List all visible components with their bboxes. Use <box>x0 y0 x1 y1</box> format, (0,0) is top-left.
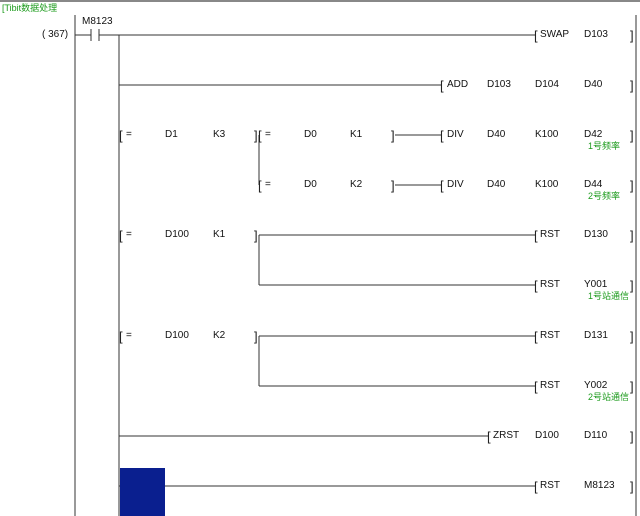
compare-op[interactable]: = <box>126 229 132 240</box>
device-comment: 1号频率 <box>588 141 621 151</box>
bracket: ] <box>630 429 634 444</box>
operand[interactable]: D44 <box>584 179 603 190</box>
instruction[interactable]: RST <box>540 480 560 491</box>
bracket: [ <box>534 329 538 344</box>
bracket: [ <box>258 178 262 193</box>
instruction[interactable]: RST <box>540 279 560 290</box>
bracket: ] <box>630 128 634 143</box>
bracket: ] <box>630 329 634 344</box>
bracket: ] <box>254 128 258 143</box>
operand[interactable]: K100 <box>535 179 559 190</box>
bracket: ] <box>254 228 258 243</box>
bracket: ] <box>630 479 634 494</box>
cursor-selection <box>120 468 165 516</box>
instruction[interactable]: RST <box>540 380 560 391</box>
instruction[interactable]: ZRST <box>493 430 520 441</box>
operand[interactable]: D1 <box>165 129 178 140</box>
bracket: [ <box>534 28 538 43</box>
bracket: [ <box>534 379 538 394</box>
operand[interactable]: Y001 <box>584 279 608 290</box>
operand[interactable]: Y002 <box>584 380 608 391</box>
operand[interactable]: D0 <box>304 129 317 140</box>
operand[interactable]: D42 <box>584 129 603 140</box>
operand[interactable]: D131 <box>584 330 608 341</box>
bracket: [ <box>119 128 123 143</box>
operand[interactable]: K2 <box>213 330 226 341</box>
contact-label[interactable]: M8123 <box>82 16 113 27</box>
operand[interactable]: M8123 <box>584 480 615 491</box>
operand[interactable]: K100 <box>535 129 559 140</box>
bracket: ] <box>391 128 395 143</box>
bracket: ] <box>630 379 634 394</box>
instruction[interactable]: RST <box>540 330 560 341</box>
instruction[interactable]: DIV <box>447 129 464 140</box>
operand[interactable]: D104 <box>535 79 559 90</box>
instruction[interactable]: SWAP <box>540 29 570 40</box>
compare-op[interactable]: = <box>265 129 271 140</box>
header-comment: [Tibit数据处理 <box>2 3 58 13</box>
operand[interactable]: D110 <box>584 430 608 441</box>
operand[interactable]: D130 <box>584 229 608 240</box>
instruction[interactable]: RST <box>540 229 560 240</box>
operand[interactable]: K3 <box>213 129 226 140</box>
compare-op[interactable]: = <box>126 330 132 341</box>
device-comment: 2号站通信 <box>588 392 630 402</box>
operand[interactable]: D40 <box>487 179 506 190</box>
operand[interactable]: D100 <box>165 229 189 240</box>
instruction[interactable]: DIV <box>447 179 464 190</box>
bracket: [ <box>258 128 262 143</box>
bracket: [ <box>534 479 538 494</box>
bracket: ] <box>630 28 634 43</box>
operand[interactable]: D0 <box>304 179 317 190</box>
compare-op[interactable]: = <box>265 179 271 190</box>
instruction[interactable]: ADD <box>447 79 469 90</box>
operand[interactable]: D40 <box>487 129 506 140</box>
device-comment: 2号频率 <box>588 191 621 201</box>
operand[interactable]: K2 <box>350 179 363 190</box>
operand[interactable]: D100 <box>165 330 189 341</box>
bracket: ] <box>254 329 258 344</box>
bracket: [ <box>534 278 538 293</box>
compare-op[interactable]: = <box>126 129 132 140</box>
operand[interactable]: D40 <box>584 79 603 90</box>
operand[interactable]: D103 <box>487 79 511 90</box>
step-number: ( 367) <box>42 29 69 40</box>
bracket: ] <box>630 78 634 93</box>
bracket: [ <box>440 178 444 193</box>
bracket: [ <box>440 78 444 93</box>
bracket: [ <box>487 429 491 444</box>
operand[interactable]: K1 <box>350 129 363 140</box>
operand[interactable]: D100 <box>535 430 559 441</box>
bracket: ] <box>630 228 634 243</box>
device-comment: 1号站通信 <box>588 291 630 301</box>
operand[interactable]: K1 <box>213 229 226 240</box>
bracket: ] <box>391 178 395 193</box>
bracket: [ <box>119 228 123 243</box>
window-border <box>0 0 640 2</box>
operand[interactable]: D103 <box>584 29 608 40</box>
bracket: [ <box>440 128 444 143</box>
bracket: ] <box>630 178 634 193</box>
bracket: ] <box>630 278 634 293</box>
bracket: [ <box>534 228 538 243</box>
bracket: [ <box>119 329 123 344</box>
